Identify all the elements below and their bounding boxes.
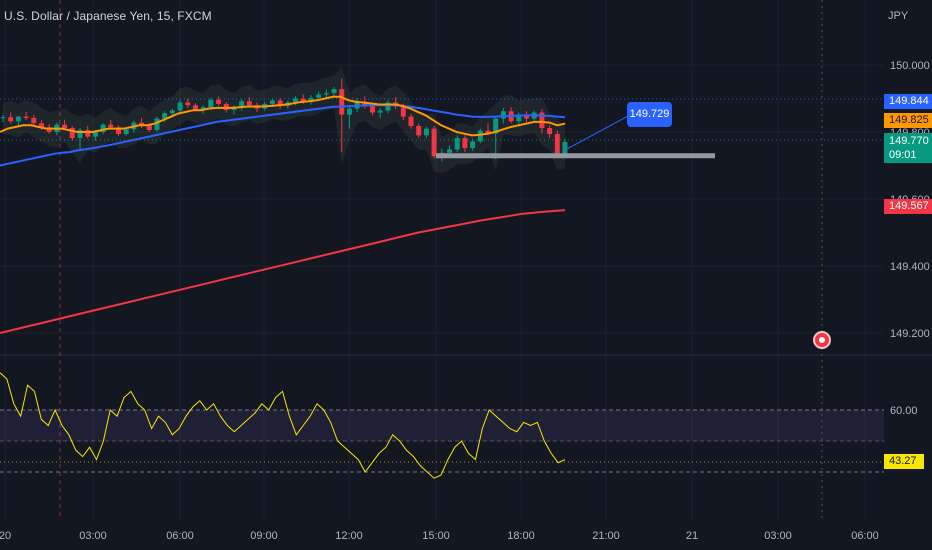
time-tick-label: 06:00 — [166, 530, 194, 542]
tag-last-price: 149.770 09:01 — [884, 133, 932, 163]
candle-body — [547, 127, 553, 135]
candle-body — [277, 100, 283, 106]
candle-body — [485, 130, 491, 134]
rsi-line — [0, 372, 566, 479]
rsi-band — [0, 410, 884, 441]
candle-body — [454, 138, 460, 150]
tag-ema-orange: 149.825 — [884, 113, 932, 128]
candle-body — [431, 128, 437, 157]
candle-body — [331, 89, 337, 94]
time-tick-label: 03:00 — [79, 530, 107, 542]
candle-body — [423, 128, 429, 136]
candle-body — [362, 101, 368, 106]
candle-body — [308, 97, 314, 102]
candle-body — [462, 138, 468, 149]
tag-last-price-value: 149.770 — [889, 135, 929, 147]
tag-rsi: 43.27 — [884, 454, 924, 469]
candle-body — [385, 102, 391, 111]
time-tick-label: 06:00 — [851, 530, 879, 542]
candle-body — [123, 129, 129, 135]
time-tick-label: 09:00 — [250, 530, 278, 542]
candle-body — [447, 149, 453, 153]
time-tick-label: 03:00 — [764, 530, 792, 542]
candle-body — [500, 111, 506, 119]
candle-body — [377, 110, 383, 113]
time-tick-label: 21 — [686, 530, 698, 542]
candle-body — [146, 125, 152, 130]
candle-body — [477, 130, 483, 142]
candle-body — [200, 107, 206, 110]
candle-body — [370, 105, 376, 113]
bollinger-cloud — [3, 66, 565, 174]
candle-body — [416, 125, 422, 136]
candle-body — [223, 103, 229, 110]
candle-body — [23, 116, 29, 118]
price-callout[interactable]: 149.729 — [627, 102, 672, 127]
tag-ma-red: 149.567 — [884, 199, 932, 214]
candle-body — [62, 124, 68, 128]
candle-body — [269, 100, 275, 104]
candle-body — [554, 134, 560, 155]
time-tick-label: 20 — [0, 530, 11, 542]
candle-body — [400, 106, 406, 117]
candle-body — [493, 118, 499, 134]
candle-body — [470, 141, 476, 149]
candle-body — [216, 99, 222, 104]
candle-body — [139, 122, 145, 126]
candle-body — [38, 123, 44, 128]
candle-body — [177, 102, 183, 111]
candle-body — [524, 114, 530, 119]
candle-body — [46, 127, 52, 132]
time-tick-label: 12:00 — [335, 530, 363, 542]
candle-body — [185, 102, 191, 106]
time-axis[interactable]: 20 03:00 06:00 09:00 12:00 15:00 18:00 21:00 21 0… — [0, 530, 879, 542]
candle-body — [246, 101, 252, 106]
candle-body — [516, 114, 522, 122]
candle-body — [85, 129, 91, 137]
ema-orange-line — [0, 95, 566, 137]
candle-body — [162, 113, 168, 119]
candle-body — [169, 110, 175, 114]
tag-last-price-countdown: 09:01 — [889, 149, 917, 161]
candle-body — [0, 117, 6, 119]
callout-pointer — [564, 114, 631, 151]
time-tick-label: 21:00 — [592, 530, 620, 542]
ema-blue-line — [0, 104, 566, 167]
candle-body — [293, 98, 299, 103]
candle-body — [192, 105, 198, 110]
candle-body — [239, 101, 245, 107]
time-tick-label: 15:00 — [422, 530, 450, 542]
candle-body — [77, 129, 83, 139]
candle-body — [154, 118, 160, 130]
tag-ema-blue: 149.844 — [884, 94, 932, 109]
candle-body — [115, 127, 121, 135]
candle-body — [316, 94, 322, 98]
price-tick-label: 150.000 — [890, 60, 930, 72]
currency-label: JPY — [888, 10, 909, 22]
candle-body — [300, 98, 306, 102]
candle-body — [92, 132, 98, 137]
ma-red-line — [0, 209, 566, 334]
candle-body — [100, 124, 106, 132]
price-tick-label: 149.200 — [890, 328, 930, 340]
candle-body — [539, 112, 545, 128]
price-tick-label: 149.400 — [890, 261, 930, 273]
alert-icon[interactable] — [813, 331, 831, 349]
candle-body — [208, 99, 214, 108]
candle-body — [562, 142, 568, 155]
candle-body — [346, 108, 352, 115]
candle-body — [8, 117, 14, 122]
candle-body — [108, 124, 114, 128]
candle-body — [31, 117, 37, 124]
candle-body — [323, 93, 329, 95]
symbol-title[interactable]: U.S. Dollar / Japanese Yen, 15, FXCM — [4, 9, 212, 23]
grid — [0, 0, 884, 520]
candle-body — [408, 116, 414, 126]
candle-body — [339, 89, 345, 115]
time-tick-label: 18:00 — [507, 530, 535, 542]
rsi-axis-label-60: 60.00 — [890, 405, 918, 417]
candle-body — [69, 127, 75, 139]
candle-body — [15, 116, 21, 122]
